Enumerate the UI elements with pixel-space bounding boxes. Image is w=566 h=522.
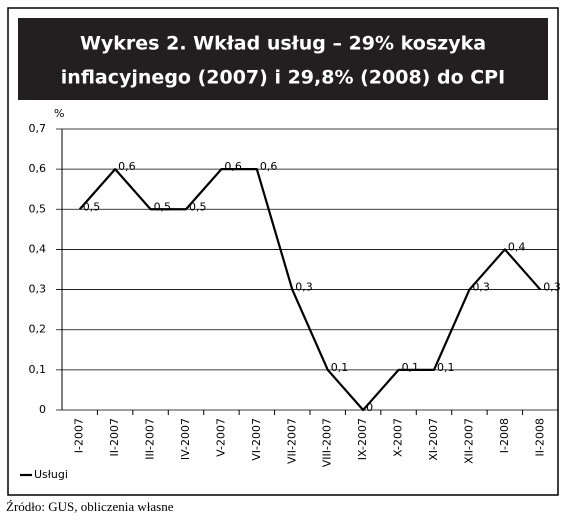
y-tick-label: 0 bbox=[39, 403, 46, 416]
data-label: 0,6 bbox=[260, 160, 278, 173]
frame bbox=[7, 7, 559, 496]
x-tick-label: VII-2007 bbox=[285, 418, 298, 464]
legend-label: Usługi bbox=[34, 468, 68, 481]
data-label: 0,3 bbox=[543, 281, 561, 294]
x-tick-label: V-2007 bbox=[214, 418, 227, 457]
data-label: 0,1 bbox=[402, 361, 420, 374]
x-tick-label: X-2007 bbox=[392, 418, 405, 457]
data-label: 0,3 bbox=[295, 281, 313, 294]
y-tick-label: 0,4 bbox=[29, 242, 47, 255]
line-series bbox=[78, 168, 542, 412]
x-tick-label: XI-2007 bbox=[427, 418, 440, 461]
y-tick-label: 0,3 bbox=[29, 283, 47, 296]
y-tick-label: 0,7 bbox=[29, 122, 47, 135]
y-tick-label: 0,1 bbox=[29, 363, 47, 376]
data-label: 0,5 bbox=[83, 200, 101, 213]
data-label: 0,6 bbox=[118, 160, 135, 173]
chart-title: Wykres 2. Wkład usług – 29% koszyka bbox=[80, 33, 486, 55]
data-label: 0,5 bbox=[154, 200, 172, 213]
y-tick-label: 0,5 bbox=[29, 202, 47, 215]
x-tick-label: IX-2007 bbox=[356, 418, 369, 460]
x-tick-label: VI-2007 bbox=[250, 418, 263, 461]
x-tick-label: II-2008 bbox=[533, 418, 546, 456]
x-tick-label: I-2007 bbox=[73, 418, 86, 453]
data-label: 0,6 bbox=[224, 160, 242, 173]
y-tick-label: 0,2 bbox=[29, 323, 47, 336]
x-tick-label: XII-2007 bbox=[462, 418, 475, 464]
data-label: 0 bbox=[366, 401, 373, 414]
x-tick-label: VIII-2007 bbox=[321, 418, 334, 467]
source: Źródło: GUS, obliczenia własne bbox=[6, 499, 174, 514]
title-box bbox=[18, 18, 548, 100]
data-label: 0,1 bbox=[437, 361, 455, 374]
data-label: 0,5 bbox=[189, 200, 207, 213]
y-tick-label: 0,6 bbox=[29, 162, 47, 175]
data-label: 0,1 bbox=[331, 361, 349, 374]
data-label: 0,3 bbox=[472, 281, 490, 294]
chart-title: inflacyjnego (2007) i 29,8% (2008) do CP… bbox=[61, 67, 505, 89]
x-tick-label: III-2007 bbox=[144, 418, 157, 460]
x-tick-label: II-2007 bbox=[108, 418, 121, 456]
data-label: 0,4 bbox=[508, 240, 526, 253]
x-tick-label: IV-2007 bbox=[179, 418, 192, 460]
x-tick-label: I-2008 bbox=[498, 418, 511, 453]
y-axis-label: % bbox=[54, 107, 64, 120]
